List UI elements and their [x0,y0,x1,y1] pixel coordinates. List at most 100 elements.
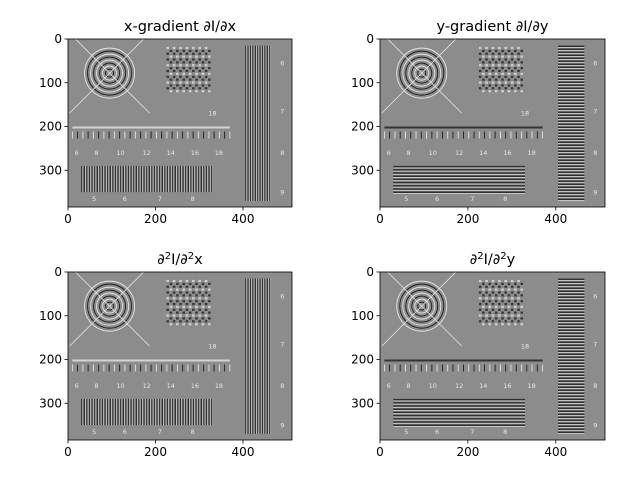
checker-cell [172,46,176,50]
scale-rule [72,126,230,129]
stripe [269,45,271,201]
stripe [208,398,210,426]
stripe [557,111,585,114]
checker-cell [185,291,189,294]
checker-cell [504,308,508,311]
stripe [557,102,585,105]
bar-number: 8 [503,428,507,436]
checker-cell [204,81,208,84]
checker-cell [498,302,501,306]
zone-ring [105,68,115,78]
stripe [248,45,250,201]
checker-cell [195,294,198,297]
stripe [88,398,91,426]
checker-cell [179,308,182,311]
stripe [557,367,585,368]
checker-cell [494,49,498,52]
checker-cell [485,314,488,317]
stripe [155,165,156,193]
scale-number: 10 [429,149,437,157]
checker-cell [204,75,208,78]
checker-cell [208,282,211,285]
stripe [557,401,585,404]
stripe [99,165,101,193]
grating-bars [393,165,526,194]
checker-cell [204,58,208,61]
stripe [393,169,526,171]
bar-number: 6 [435,428,439,436]
stripe [108,165,110,193]
bar-number: 7 [470,428,474,436]
zone-ring [84,280,136,332]
checker-cell [504,320,508,323]
checker-cell [179,87,182,90]
stripe [130,398,132,426]
stripe [393,165,526,168]
stripe [557,302,585,305]
stripe [557,388,585,389]
stripe [83,165,86,193]
checker-cell [520,72,524,76]
stripe [248,278,250,434]
stripe [179,398,182,426]
checker-cell [176,282,179,285]
stripe [557,74,585,75]
checker-cell [482,61,485,64]
checker-cell [510,75,514,78]
stripe [393,413,526,415]
checker-cell [488,78,492,81]
checker-cell [478,81,482,84]
zone-ring [402,286,442,326]
zone-ring [96,292,124,320]
checker-cell [517,302,520,306]
checker-cell [172,69,176,73]
stripe [557,105,585,108]
stripe [557,349,585,350]
checker-cell [182,305,185,309]
checker-cell [485,291,488,294]
checker-cell [488,55,492,58]
scale-number: 14 [167,149,175,157]
stripe [143,398,145,426]
checker-cell [520,61,524,64]
stripe [557,63,585,66]
y-tick-label: 300 [39,163,62,177]
stripe [393,419,526,421]
checker-cell [491,64,495,67]
checker-cell [491,75,495,78]
stripe [393,422,526,424]
stripe [393,414,526,417]
stripe [100,165,102,193]
stripe [557,77,585,78]
right-number: 7 [593,340,597,348]
checker-cell [182,90,185,93]
stripe [172,165,174,193]
stripe [557,140,585,141]
checker-cell [185,302,189,306]
stripe [114,398,117,426]
stripe [393,416,526,418]
checker-cell [507,305,511,309]
bar-number: 6 [123,195,127,203]
stripe [557,92,585,93]
checker-cell [501,61,504,64]
stripe [393,188,526,190]
checker-cell [498,75,501,78]
stripe [557,320,585,323]
checker-cell [491,308,495,311]
stripe [557,427,585,428]
stripe [393,410,526,411]
checker-cell [501,49,504,52]
checker-cell [179,52,182,55]
checker-cell [485,308,488,311]
stripe [557,129,585,132]
stripe [393,421,526,423]
stripe [140,398,143,426]
checker-cell [169,61,173,64]
zone-spoke [109,72,150,114]
checker-cell [507,67,511,70]
checker-cell [504,58,508,61]
checker-cell [204,52,208,55]
stripe [557,71,585,72]
